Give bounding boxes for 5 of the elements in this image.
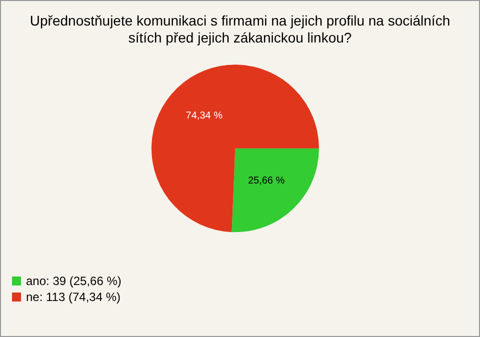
data-label: 25,66 % xyxy=(248,175,285,186)
data-label: 74,34 % xyxy=(186,110,223,122)
chart-title: Upřednostňujete komunikaci s firmami na jejich profilu na sociálních sítích před jejich zákanickou linkou? xyxy=(30,12,450,46)
legend-label: ano: 39 (25,66 %) xyxy=(26,274,122,288)
legend-label: ne: 113 (74,34 %) xyxy=(26,290,121,304)
